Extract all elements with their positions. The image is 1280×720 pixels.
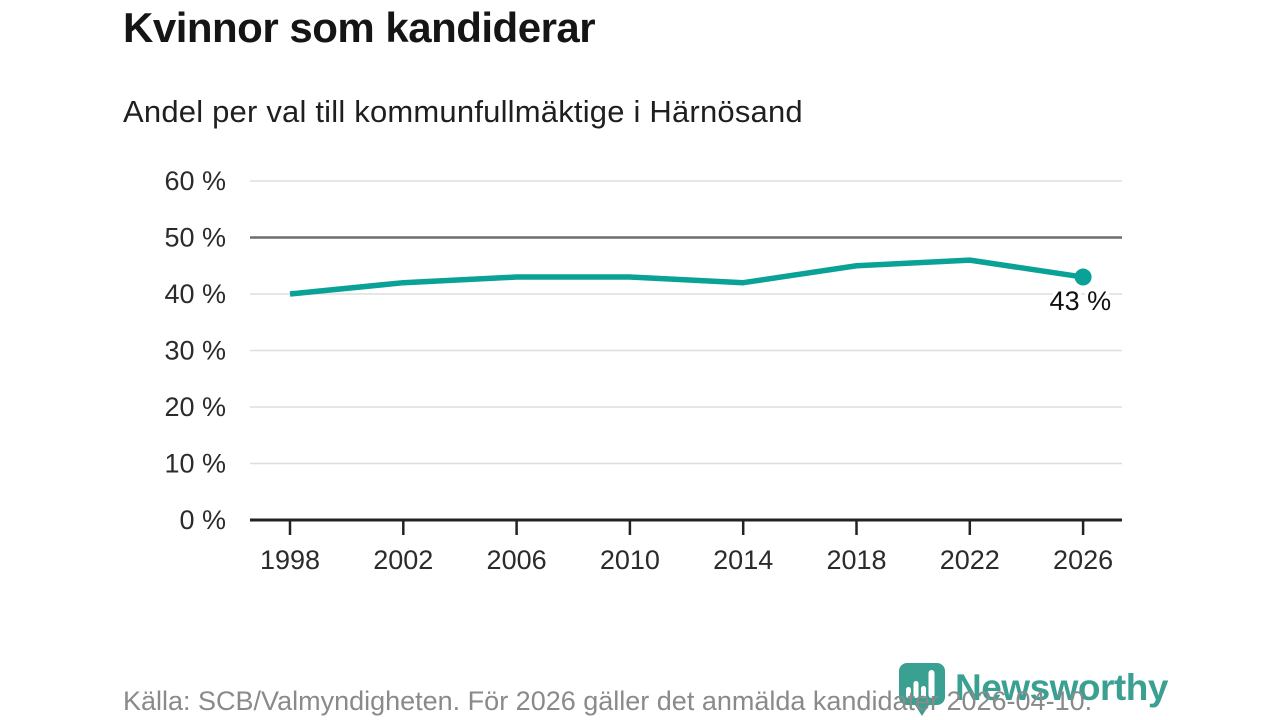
y-axis-label: 30 %: [164, 336, 226, 366]
x-axis-label: 2022: [940, 545, 1000, 575]
y-axis-label: 20 %: [164, 392, 226, 422]
y-axis-label: 50 %: [164, 223, 226, 253]
chart-subtitle: Andel per val till kommunfullmäktige i H…: [123, 94, 803, 129]
x-axis-label: 2010: [600, 545, 660, 575]
x-axis-label: 2006: [487, 545, 547, 575]
y-axis-label: 60 %: [164, 166, 226, 196]
y-axis-label: 0 %: [179, 505, 226, 535]
y-axis-label: 10 %: [164, 449, 226, 479]
y-axis-label: 40 %: [164, 279, 226, 309]
x-axis-label: 2018: [826, 545, 886, 575]
x-axis-label: 1998: [260, 545, 320, 575]
x-axis-label: 2002: [373, 545, 433, 575]
series-endpoint-dot: [1074, 268, 1092, 286]
x-axis-label: 2026: [1053, 545, 1113, 575]
line-chart: 60 % 50 % 40 % 30 % 20 % 10 % 0 % 1998 2002 2006 2…: [164, 166, 1122, 575]
source-note: Källa: SCB/Valmyndigheten. För 2026 gäll…: [123, 686, 1093, 716]
newsworthy-pin-icon: [899, 663, 945, 716]
newsworthy-wordmark: Newsworthy: [955, 667, 1168, 708]
series-line: [289, 257, 1084, 297]
series-end-label: 43 %: [1050, 286, 1112, 316]
newsworthy-logo: Newsworthy: [897, 662, 1168, 718]
chart-title: Kvinnor som kandiderar: [123, 4, 596, 51]
x-axis-label: 2014: [713, 545, 773, 575]
